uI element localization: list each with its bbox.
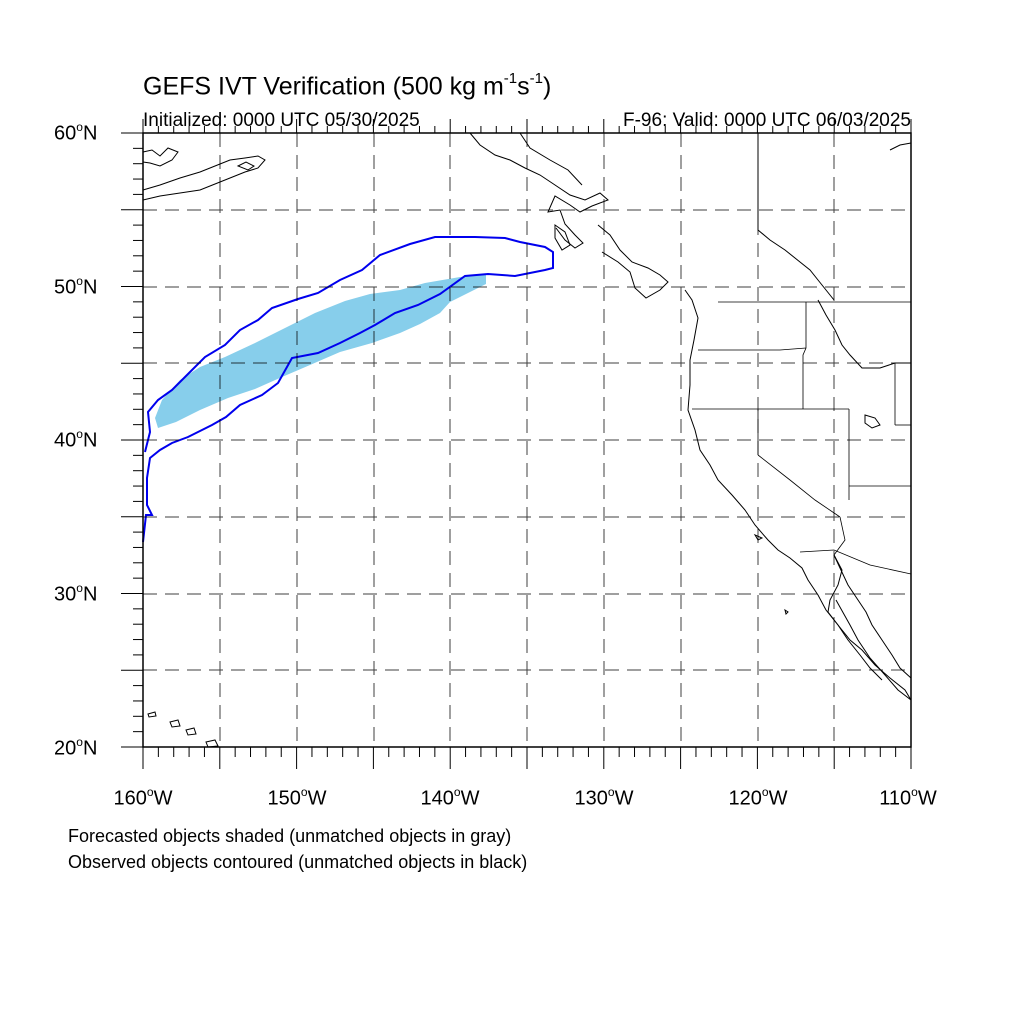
observed-ivt-contour: [142, 236, 554, 543]
initialized-label: Initialized: 0000 UTC 05/30/2025: [143, 110, 420, 131]
map-title: GEFS IVT Verification (500 kg m-1s-1): [143, 70, 552, 101]
axis-ticks: [121, 119, 912, 769]
lon-label-120: 120oW: [728, 785, 788, 810]
lon-label-130: 130oW: [574, 785, 634, 810]
lat-label-30: 30oN: [54, 581, 98, 606]
lat-label-50: 50oN: [54, 274, 98, 299]
lon-label-160: 160oW: [113, 785, 173, 810]
political-boundaries: [692, 301, 912, 575]
lon-label-110: 110oW: [879, 785, 937, 810]
footnote-observed: Observed objects contoured (unmatched ob…: [68, 852, 528, 872]
lon-label-140: 140oW: [420, 785, 480, 810]
lat-label-40: 40oN: [54, 427, 98, 452]
lon-label-150: 150oW: [267, 785, 327, 810]
lat-label-60: 60oN: [54, 120, 98, 145]
valid-label: F-96: Valid: 0000 UTC 06/03/2025: [623, 110, 911, 131]
observed-object-contour: [142, 236, 554, 543]
lat-label-20: 20oN: [54, 735, 98, 760]
footnote-forecast: Forecasted objects shaded (unmatched obj…: [68, 826, 512, 846]
coastlines: [142, 132, 912, 748]
lat-lon-grid: [143, 133, 911, 747]
